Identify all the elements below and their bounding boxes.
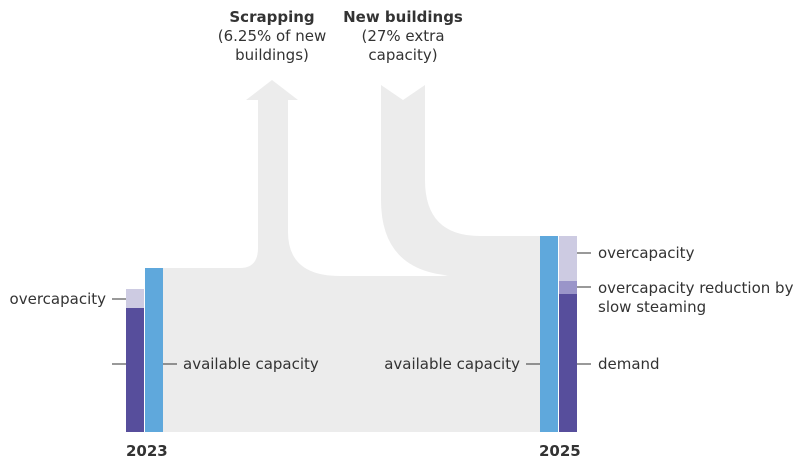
capacity-bar-2023 <box>145 268 163 432</box>
new-buildings-note-line1: (27% extra <box>361 27 445 45</box>
demand-bar-2023 <box>126 308 144 432</box>
available-capacity-label-2025: available capacity <box>384 355 520 373</box>
available-capacity-label-2023: available capacity <box>183 355 319 373</box>
slow-steaming-label-2025: overcapacity reduction by slow steaming <box>598 279 793 317</box>
year-2023: 2023 <box>126 442 168 460</box>
demand-label-2025: demand <box>598 355 660 373</box>
slow-steaming-bar-2025 <box>559 281 577 294</box>
new-buildings-flow <box>381 85 540 276</box>
capacity-bar-2025 <box>540 236 558 432</box>
scrapping-note-line1: (6.25% of new <box>217 27 327 45</box>
overcapacity-bar-2025 <box>559 236 577 281</box>
slow-steaming-label-line2: slow steaming <box>598 298 707 316</box>
scrapping-note-line2: buildings) <box>235 46 309 64</box>
overcapacity-label-2023: overcapacity <box>9 290 106 308</box>
overcapacity-bar-2023 <box>126 289 144 308</box>
scrapping-title: Scrapping <box>229 8 315 26</box>
demand-bar-2025 <box>559 294 577 432</box>
capacity-flow-band <box>163 80 540 432</box>
slow-steaming-label-line1: overcapacity reduction by <box>598 279 794 297</box>
new-buildings-label: New buildings (27% extra capacity) <box>343 8 463 65</box>
overcapacity-label-2025: overcapacity <box>598 244 695 262</box>
new-buildings-note-line2: capacity) <box>368 46 438 64</box>
year-2025: 2025 <box>539 442 581 460</box>
scrapping-label: Scrapping (6.25% of new buildings) <box>206 8 338 65</box>
new-buildings-title: New buildings <box>343 8 463 26</box>
